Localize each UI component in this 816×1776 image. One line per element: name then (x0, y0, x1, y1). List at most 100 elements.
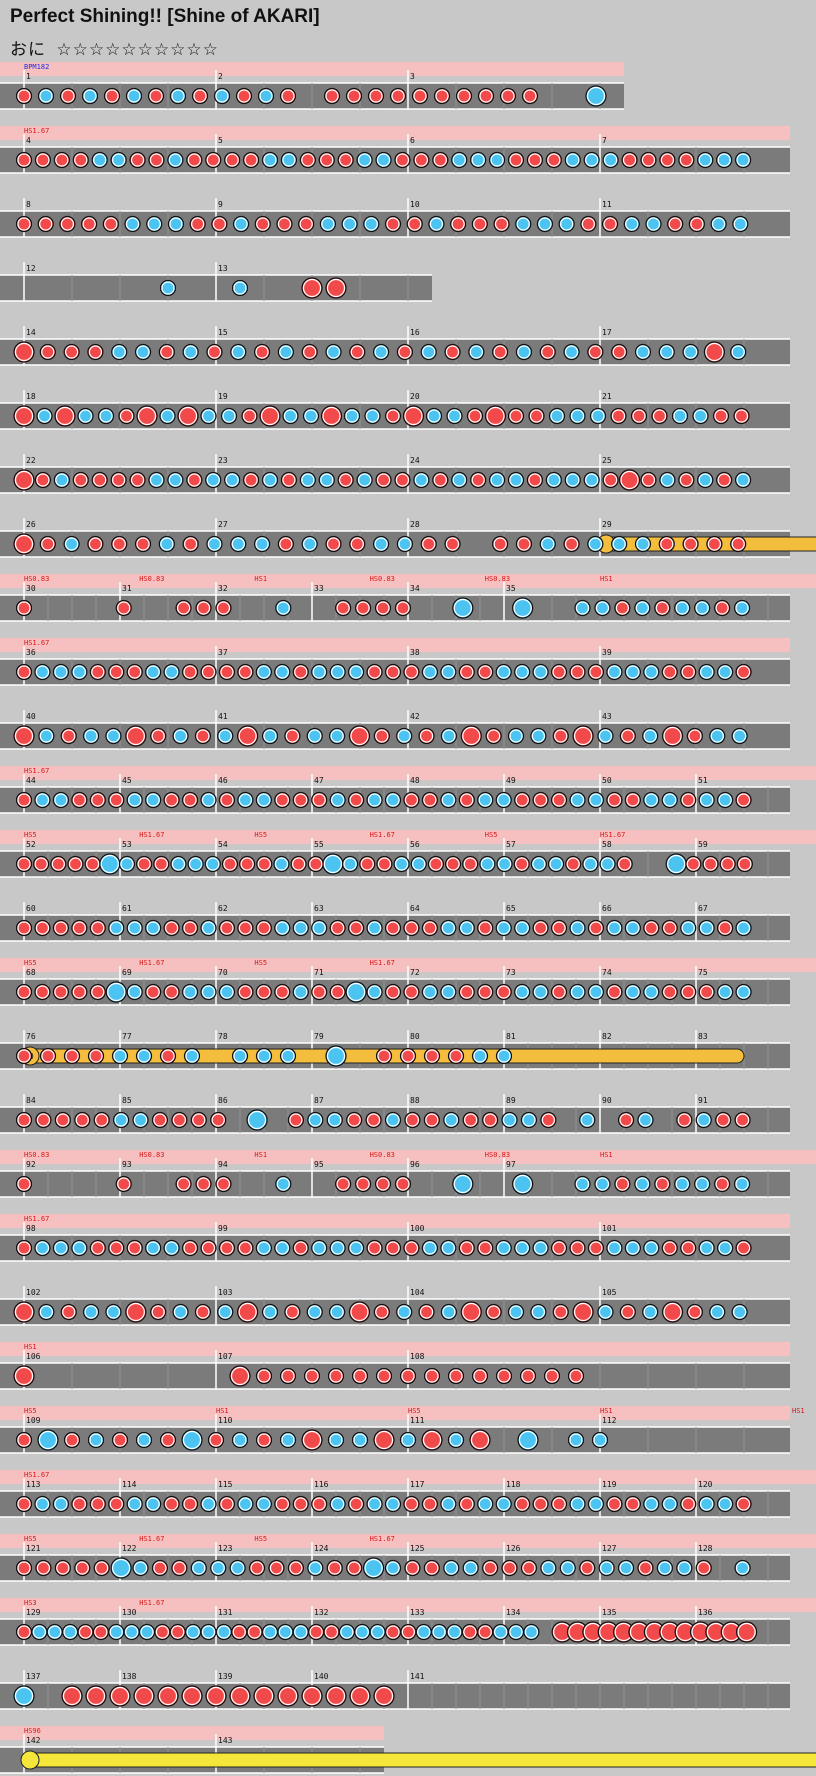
difficulty-stars: ☆☆☆☆☆☆☆☆☆☆ (56, 40, 219, 60)
don-note (712, 407, 730, 425)
note-rim (292, 857, 306, 871)
note-rim (414, 473, 428, 487)
measure-number: 40 (26, 712, 36, 721)
note-rim (63, 1625, 77, 1639)
ka-note (440, 791, 457, 809)
ka-note (311, 663, 328, 681)
don-note (682, 535, 699, 553)
big-don-note (13, 405, 35, 427)
don-note (169, 1623, 186, 1641)
note-rim (435, 89, 449, 103)
note-rim (570, 1241, 585, 1255)
big-don-note (181, 1685, 203, 1707)
don-note (181, 919, 199, 937)
note-rim (412, 857, 426, 871)
note-rim (196, 1177, 211, 1191)
big-don-note (484, 405, 507, 427)
note-rim (233, 1049, 247, 1063)
don-note (719, 855, 736, 873)
note-rim (736, 985, 751, 999)
note-rim (356, 601, 370, 615)
measure-number: 141 (410, 1672, 425, 1681)
ka-note (709, 1303, 726, 1321)
don-note (444, 855, 462, 873)
note-rim (460, 985, 474, 999)
note-rim (479, 89, 493, 103)
don-note (394, 599, 412, 617)
note-rim (330, 729, 344, 743)
note-rim (398, 345, 412, 359)
note-rim (473, 1369, 487, 1383)
big-ka-note (181, 1429, 203, 1451)
note-rim (521, 1369, 535, 1383)
note-rim (552, 1497, 566, 1511)
note-rim (683, 537, 698, 551)
don-note (624, 791, 641, 809)
note-rim (91, 1241, 105, 1255)
note-rim (516, 217, 530, 231)
note-rim (586, 86, 606, 106)
note-rim (201, 1241, 216, 1255)
measure-number: 133 (410, 1608, 425, 1617)
ka-note (163, 1239, 180, 1257)
note-rim (196, 601, 211, 615)
note-rim (350, 537, 364, 551)
don-note (351, 1367, 369, 1385)
note-rim (91, 1497, 105, 1511)
note-rim (425, 1561, 439, 1575)
note-rim (646, 217, 661, 231)
don-note (150, 727, 167, 745)
don-note (418, 727, 435, 745)
don-note (643, 919, 660, 937)
don-note (495, 983, 512, 1001)
don-note (186, 151, 203, 169)
ka-note (440, 663, 457, 681)
don-note (680, 1495, 697, 1513)
note-rim (700, 921, 714, 935)
note-rim (89, 1433, 103, 1447)
note-rim (618, 857, 632, 871)
note-rim (469, 345, 483, 359)
ka-note (680, 919, 697, 937)
ka-note (34, 791, 51, 809)
measure-number: 135 (602, 1608, 617, 1617)
note-rim (486, 406, 505, 426)
ka-note (396, 535, 414, 553)
don-note (205, 151, 222, 169)
note-rim (206, 473, 220, 487)
don-note (507, 151, 525, 169)
note-rim (56, 1561, 70, 1575)
note-rim (635, 601, 649, 615)
note-rim (263, 1305, 277, 1319)
don-note (145, 983, 162, 1001)
don-note (89, 1239, 106, 1257)
ka-note (642, 1303, 659, 1321)
note-rim (736, 793, 751, 807)
ka-note (495, 919, 512, 937)
measure-number: 64 (410, 904, 420, 913)
ka-note (624, 983, 641, 1001)
ka-note (52, 791, 70, 809)
note-rim (432, 1625, 446, 1639)
don-note (698, 983, 715, 1001)
don-note (348, 1495, 365, 1513)
difficulty-line: おに ☆☆☆☆☆☆☆☆☆☆ (10, 35, 219, 60)
don-note (630, 407, 648, 425)
ka-note (231, 1431, 249, 1449)
big-ka-note (105, 981, 127, 1003)
don-note (651, 407, 668, 425)
don-note (237, 1239, 254, 1257)
measure-number: 70 (218, 968, 228, 977)
note-rim (14, 534, 34, 554)
note-rim (707, 537, 721, 551)
measure-number: 3 (410, 72, 415, 81)
note-rim (220, 921, 234, 935)
ka-note (587, 535, 604, 553)
note-rim (350, 1686, 370, 1706)
lane (0, 339, 790, 365)
measure-number: 90 (602, 1096, 612, 1105)
ka-note (396, 1303, 413, 1321)
big-ka-note (512, 1173, 534, 1195)
don-note (253, 343, 271, 361)
ka-note (220, 407, 238, 425)
